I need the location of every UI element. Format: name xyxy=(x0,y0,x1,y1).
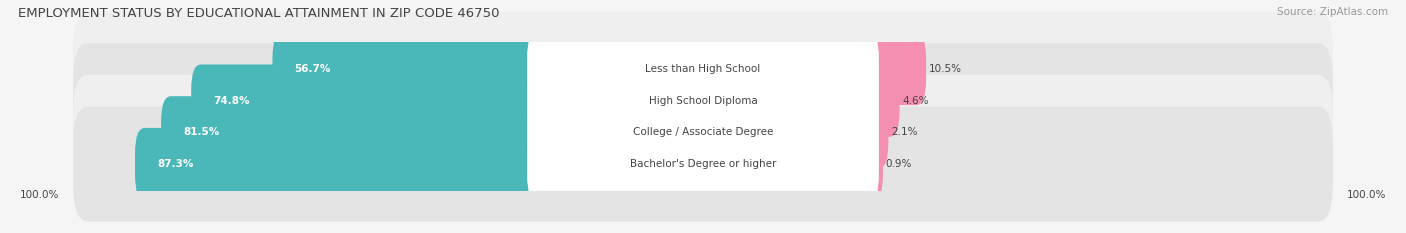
Text: Source: ZipAtlas.com: Source: ZipAtlas.com xyxy=(1277,7,1388,17)
FancyBboxPatch shape xyxy=(859,96,889,168)
Text: Bachelor's Degree or higher: Bachelor's Degree or higher xyxy=(630,159,776,169)
Text: 10.5%: 10.5% xyxy=(928,64,962,74)
Text: 87.3%: 87.3% xyxy=(157,159,194,169)
FancyBboxPatch shape xyxy=(135,128,547,200)
FancyBboxPatch shape xyxy=(527,33,879,105)
Text: Less than High School: Less than High School xyxy=(645,64,761,74)
Text: 74.8%: 74.8% xyxy=(214,96,250,106)
Text: 0.9%: 0.9% xyxy=(886,159,912,169)
Text: 81.5%: 81.5% xyxy=(183,127,219,137)
FancyBboxPatch shape xyxy=(859,65,900,137)
FancyBboxPatch shape xyxy=(191,65,547,137)
FancyBboxPatch shape xyxy=(73,11,1333,126)
Text: College / Associate Degree: College / Associate Degree xyxy=(633,127,773,137)
FancyBboxPatch shape xyxy=(527,96,879,168)
Text: EMPLOYMENT STATUS BY EDUCATIONAL ATTAINMENT IN ZIP CODE 46750: EMPLOYMENT STATUS BY EDUCATIONAL ATTAINM… xyxy=(18,7,499,20)
FancyBboxPatch shape xyxy=(273,33,547,105)
Text: 56.7%: 56.7% xyxy=(295,64,330,74)
FancyBboxPatch shape xyxy=(73,75,1333,190)
Text: 100.0%: 100.0% xyxy=(20,190,59,200)
FancyBboxPatch shape xyxy=(859,33,927,105)
Text: 2.1%: 2.1% xyxy=(891,127,917,137)
FancyBboxPatch shape xyxy=(527,65,879,137)
FancyBboxPatch shape xyxy=(859,128,883,200)
FancyBboxPatch shape xyxy=(527,128,879,200)
FancyBboxPatch shape xyxy=(73,43,1333,158)
Text: 4.6%: 4.6% xyxy=(903,96,928,106)
Text: 100.0%: 100.0% xyxy=(1347,190,1386,200)
FancyBboxPatch shape xyxy=(162,96,547,168)
FancyBboxPatch shape xyxy=(73,107,1333,222)
Text: High School Diploma: High School Diploma xyxy=(648,96,758,106)
